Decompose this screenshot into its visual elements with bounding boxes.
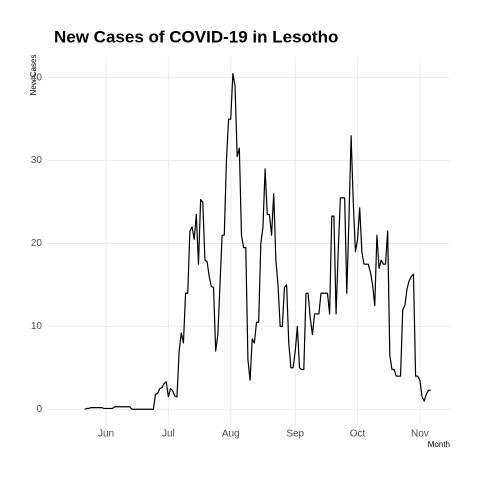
x-tick-label: Oct xyxy=(350,429,366,440)
x-tick-label: Nov xyxy=(411,429,429,440)
x-tick-label: Aug xyxy=(222,429,240,440)
y-tick-label: 30 xyxy=(31,155,43,166)
y-tick-label: 10 xyxy=(31,321,43,332)
series-line xyxy=(84,72,431,410)
y-tick-label: 40 xyxy=(31,72,43,83)
y-tick-label: 20 xyxy=(31,238,43,249)
x-axis-label: Month xyxy=(428,440,450,449)
y-axis-label: New Cases xyxy=(29,55,38,96)
x-tick-label: Sep xyxy=(286,429,304,440)
x-tick-label: Jul xyxy=(162,429,175,440)
chart-title: New Cases of COVID-19 in Lesotho xyxy=(54,27,338,46)
y-tick-label: 0 xyxy=(36,404,42,415)
x-tick-label: Jun xyxy=(98,429,114,440)
